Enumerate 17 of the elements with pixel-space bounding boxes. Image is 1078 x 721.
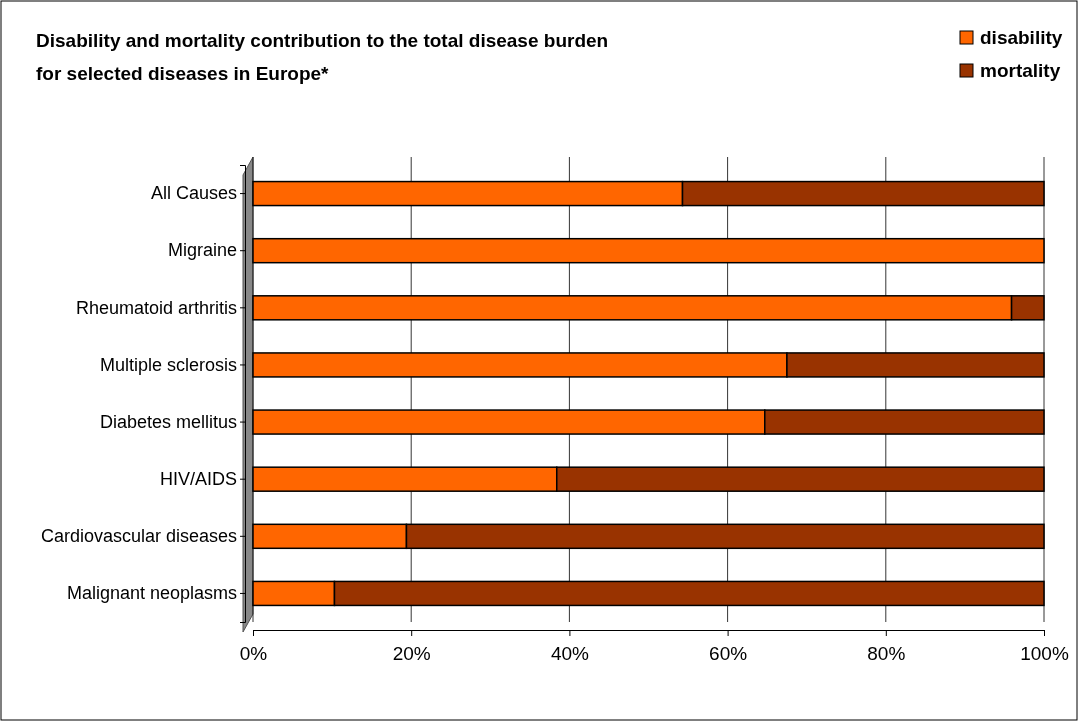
x-tick-label: 20% [392, 642, 431, 664]
x-tick-label: 40% [550, 642, 590, 664]
y-tick-label: Cardiovascular diseases [40, 526, 237, 547]
y-tick-label: Malignant neoplasms [66, 583, 237, 604]
y-tick-label: Rheumatoid arthritis [75, 297, 237, 318]
y-tick-label: Diabetes mellitus [99, 411, 237, 432]
chart-title: Disability and mortality contribution to the total disease burden for selected diseases in Europe* [36, 30, 609, 84]
x-tick-label: 80% [867, 642, 906, 664]
y-tick-label: Multiple sclerosis [99, 354, 237, 375]
y-tick-label: All Causes [150, 183, 237, 204]
legend-label: disability [980, 27, 1063, 48]
x-tick-label: 100% [1020, 642, 1069, 664]
x-tick-label: 60% [709, 642, 748, 664]
x-tick-label: 0% [239, 642, 268, 664]
y-tick-label: Migraine [167, 240, 237, 261]
legend-label: mortality [980, 60, 1061, 81]
y-tick-label: HIV/AIDS [159, 468, 237, 489]
